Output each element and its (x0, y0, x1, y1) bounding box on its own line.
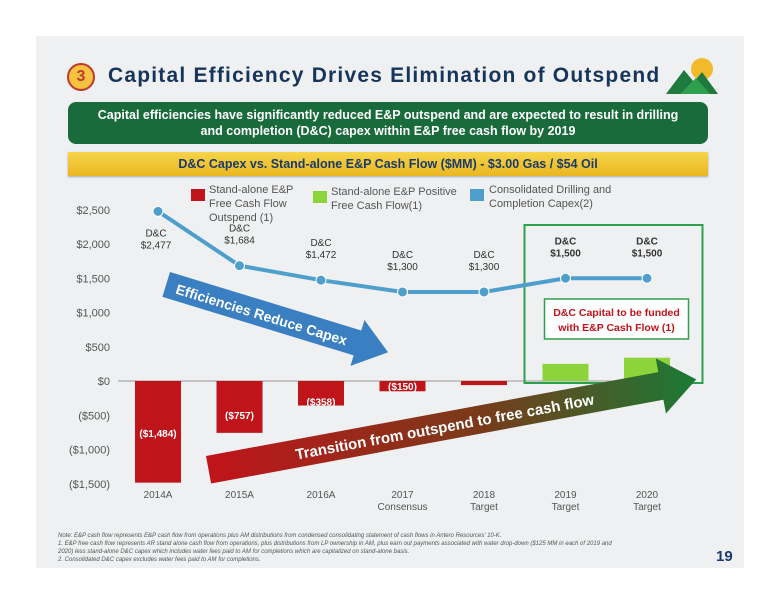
cashflow-bar (216, 381, 263, 433)
dc-capex-label-line-2: $1,500 (550, 248, 581, 259)
x-category-label: Consensus (377, 502, 427, 513)
dc-capex-label-line-1: D&C (555, 236, 577, 247)
footnote-1-cont: 2020) less stand-alone D&C capex which i… (58, 549, 410, 555)
efficiencies-arrow-shape (162, 272, 389, 366)
cashflow-bar (461, 381, 507, 386)
legend-swatch-green (313, 191, 327, 203)
y-tick-label: $0 (98, 376, 110, 388)
dc-capex-point (152, 205, 164, 217)
dc-capex-label-line-1: D&C (636, 236, 658, 247)
x-category-label: Target (633, 502, 661, 513)
x-category-label: 2014A (144, 490, 173, 501)
section-badge: 3 (67, 63, 95, 91)
y-tick-label: $500 (86, 342, 110, 354)
banner-line-2: and completion (D&C) capex within E&P fr… (200, 124, 576, 138)
legend-swatch-red (191, 189, 205, 201)
legend-green-line-2: Free Cash Flow(1) (331, 200, 423, 212)
y-tick-label: $1,500 (76, 273, 110, 285)
cashflow-bar-label: ($150) (388, 382, 417, 393)
funded-callout-box (543, 298, 690, 340)
cashflow-bar-label: ($358) (307, 397, 336, 408)
dc-capex-point (641, 272, 653, 284)
dc-capex-label-line-2: $1,300 (469, 262, 500, 273)
legend-red-line-1: Stand-alone E&P (209, 184, 294, 196)
efficiencies-arrow-label: Efficiencies Reduce Capex (174, 281, 349, 348)
summary-banner: Capital efficiencies have significantly … (68, 102, 708, 144)
dc-capex-label-line-2: $1,684 (224, 236, 255, 247)
legend-blue-line-1: Consolidated Drilling and (489, 184, 612, 196)
legend-red: Stand-alone E&P Free Cash Flow Outspend … (209, 183, 293, 225)
dc-capex-label-line-2: $1,500 (632, 248, 663, 259)
cashflow-bar (379, 381, 426, 392)
legend-blue-line-2: Completion Capex(2) (489, 198, 593, 210)
y-tick-label: $2,500 (76, 205, 110, 217)
dc-capex-point (478, 286, 490, 298)
dc-capex-point (397, 286, 408, 298)
cashflow-bar (298, 381, 344, 406)
dc-capex-label-line-2: $2,477 (141, 240, 172, 251)
legend-swatch-blue (470, 189, 484, 201)
x-category-label: 2015A (225, 490, 254, 501)
dc-capex-label-line-1: D&C (310, 238, 331, 249)
dc-capex-label-line-2: $1,472 (306, 250, 337, 261)
y-tick-label: ($1,000) (69, 445, 110, 457)
chart-title: D&C Capex vs. Stand-alone E&P Cash Flow … (68, 152, 708, 176)
dc-capex-label-line-1: D&C (473, 250, 494, 261)
x-category-label: Target (470, 502, 498, 513)
funded-callout-line-1: D&C Capital to be funded (553, 307, 680, 319)
x-category-label: 2019 (554, 490, 577, 501)
dc-capex-label-line-1: D&C (229, 224, 250, 235)
dc-capex-point (234, 260, 245, 272)
legend-blue: Consolidated Drilling and Completion Cap… (489, 183, 611, 211)
page-number: 19 (716, 548, 733, 565)
footnote-1: 1. E&P free cash flow represents AR stan… (58, 541, 612, 547)
cashflow-bar (135, 381, 181, 483)
legend-red-line-2: Free Cash Flow (209, 198, 287, 210)
company-logo (666, 58, 718, 94)
x-category-label: Target (552, 502, 580, 513)
y-tick-label: ($1,500) (69, 479, 110, 491)
footnote-note: Note: E&P cash flow represents E&P cash … (58, 533, 502, 539)
dc-capex-label-line-2: $1,300 (387, 262, 418, 273)
banner-line-1: Capital efficiencies have significantly … (97, 108, 679, 122)
efficiencies-arrow: Efficiencies Reduce Capex (162, 272, 389, 366)
y-tick-label: ($500) (78, 410, 110, 422)
x-category-label: 2020 (636, 490, 659, 501)
legend-green-line-1: Stand-alone E&P Positive (331, 186, 457, 198)
dc-capex-label-line-1: D&C (392, 250, 413, 261)
legend-red-line-3: Outspend (1) (209, 212, 274, 224)
y-tick-label: $2,000 (76, 239, 110, 251)
y-tick-label: $1,000 (76, 308, 110, 320)
footnotes: Note: E&P cash flow represents E&P cash … (58, 532, 708, 564)
cashflow-bar (542, 363, 589, 381)
x-category-label: 2017 (391, 490, 414, 501)
x-category-label: 2018 (473, 490, 496, 501)
cashflow-bar-label: ($757) (225, 411, 254, 422)
legend-green: Stand-alone E&P Positive Free Cash Flow(… (331, 185, 457, 213)
footnote-2: 2. Consolidated D&C capex excludes water… (58, 557, 261, 563)
transition-arrow-shape (206, 358, 697, 484)
cashflow-bar-label: ($1,484) (139, 429, 176, 440)
funded-callout-line-2: with E&P Cash Flow (1) (557, 322, 674, 334)
dc-capex-point (315, 274, 327, 286)
dc-capex-point (560, 272, 571, 284)
page-title: Capital Efficiency Drives Elimination of… (108, 64, 661, 87)
dc-capex-label-line-1: D&C (145, 228, 166, 239)
x-category-label: 2016A (307, 490, 336, 501)
